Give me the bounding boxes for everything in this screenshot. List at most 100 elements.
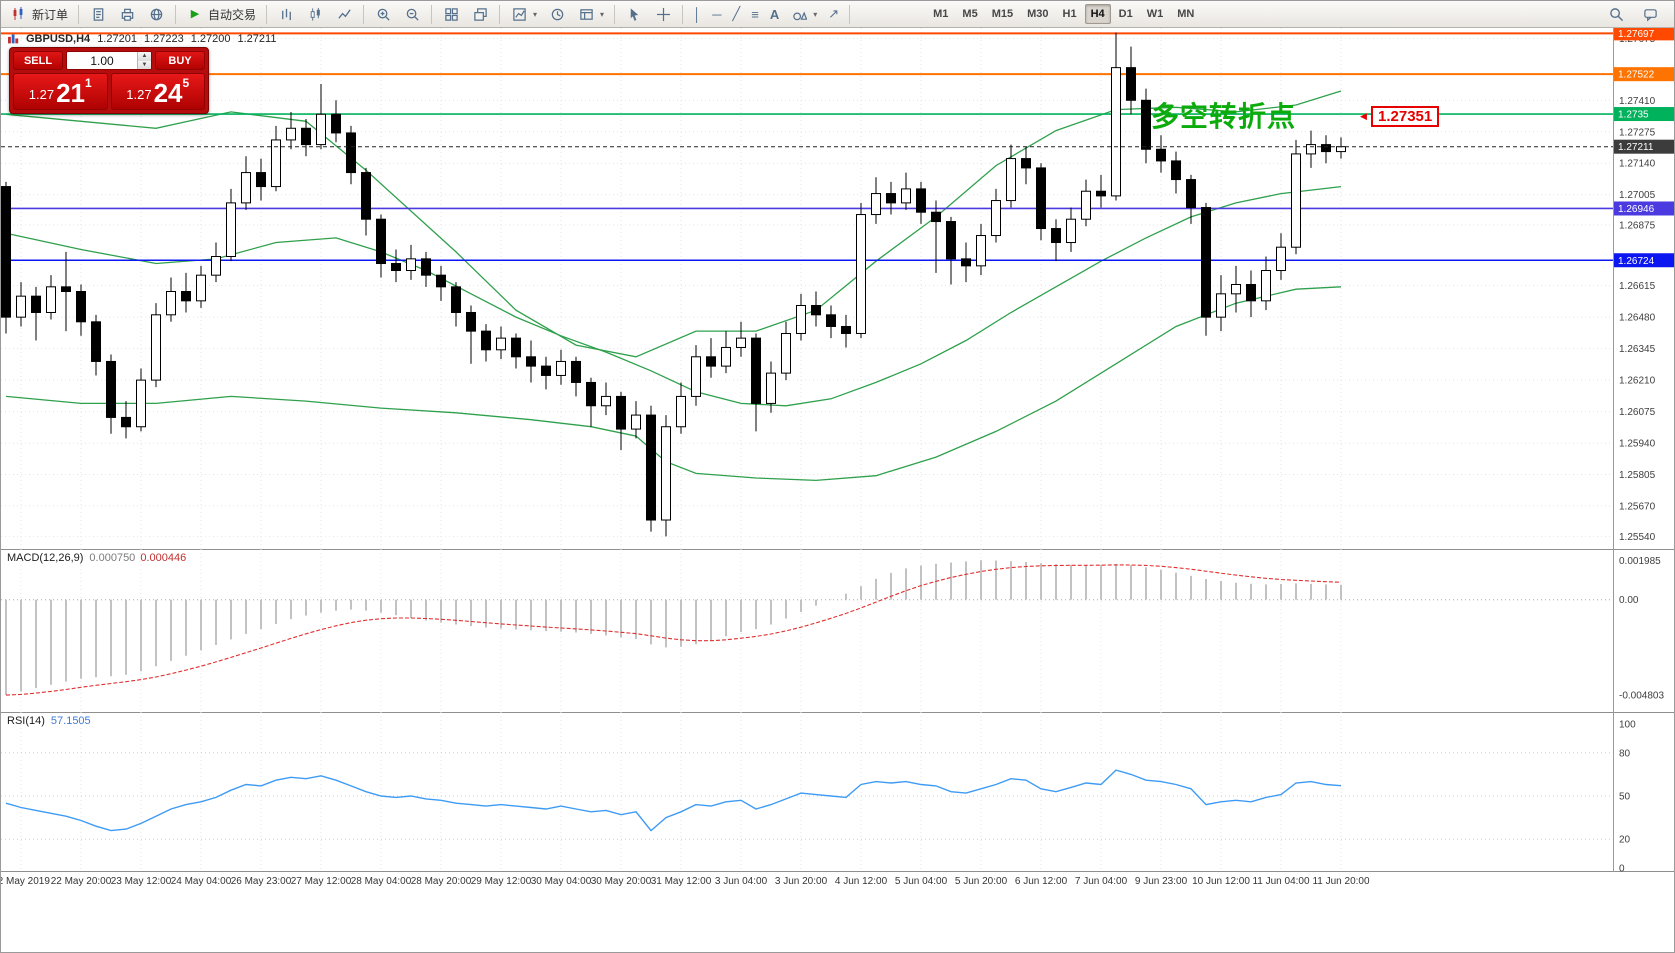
- svg-text:1.27275: 1.27275: [1619, 127, 1656, 138]
- candlestick-chart-button[interactable]: [301, 3, 329, 25]
- new-order-button[interactable]: 新订单: [5, 3, 73, 25]
- sell-price-sup: 1: [85, 76, 92, 90]
- vertical-line-tool-button[interactable]: │: [688, 3, 706, 25]
- chat-button[interactable]: [1636, 3, 1664, 25]
- timeframe-h4[interactable]: H4: [1084, 4, 1111, 24]
- macd-indicator-label: MACD(12,26,9) 0.000750 0.000446: [7, 552, 186, 564]
- time-label: 24 May 04:00: [170, 876, 232, 887]
- text-tool-button[interactable]: A: [765, 3, 784, 25]
- volume-stepper: ▲ ▼: [137, 52, 151, 69]
- cascade-windows-button[interactable]: [466, 3, 494, 25]
- svg-text:1.26210: 1.26210: [1619, 376, 1656, 387]
- line-chart-icon: [335, 5, 353, 23]
- svg-text:1.26946: 1.26946: [1618, 204, 1655, 215]
- volume-input[interactable]: 1.00: [90, 53, 114, 68]
- volume-up-button[interactable]: ▲: [138, 52, 151, 61]
- time-label: 7 Jun 04:00: [1074, 876, 1128, 887]
- print-button[interactable]: [113, 3, 141, 25]
- timeframe-m30[interactable]: M30: [1027, 8, 1049, 20]
- timeframe-m5[interactable]: M5: [962, 8, 978, 20]
- sell-price-button[interactable]: 1.27 21 1: [13, 73, 108, 110]
- volume-down-button[interactable]: ▼: [138, 60, 151, 69]
- timeframe-mn[interactable]: MN: [1177, 8, 1195, 20]
- quote-open: 1.27201: [97, 32, 137, 45]
- one-click-trading-panel: SELL 1.00 ▲ ▼ BUY 1.27 21 1 1.27: [9, 47, 209, 114]
- main-price-pane[interactable]: 1.276751.274101.272751.271401.270051.268…: [1, 28, 1675, 549]
- time-label: 11 Jun 20:00: [1312, 876, 1370, 887]
- svg-text:1.27410: 1.27410: [1619, 96, 1656, 107]
- buy-price-sup: 5: [182, 76, 190, 90]
- time-label: 5 Jun 04:00: [894, 876, 948, 887]
- time-label: 6 Jun 12:00: [1014, 876, 1068, 887]
- time-label: 4 Jun 12:00: [834, 876, 888, 887]
- svg-text:1.27005: 1.27005: [1619, 190, 1656, 201]
- horizontal-line-icon: ─: [712, 6, 722, 22]
- search-button[interactable]: [1602, 3, 1630, 25]
- svg-text:100: 100: [1619, 720, 1636, 731]
- svg-text:20: 20: [1619, 835, 1631, 846]
- auto-trading-button[interactable]: ▶ 自动交易: [181, 3, 261, 25]
- price-flag-label: 1.27351: [1371, 106, 1440, 127]
- svg-text:0: 0: [1619, 864, 1625, 873]
- time-label: 30 May 20:00: [590, 876, 652, 887]
- volume-field-group: 1.00 ▲ ▼: [66, 51, 152, 70]
- toolbar-separator: [499, 4, 501, 24]
- sell-price-base: 1.27: [28, 87, 55, 102]
- svg-text:1.26724: 1.26724: [1618, 256, 1655, 267]
- svg-text:0.001985: 0.001985: [1619, 556, 1661, 567]
- svg-text:1.27522: 1.27522: [1618, 70, 1655, 81]
- time-label: 10 Jun 12:00: [1192, 876, 1250, 887]
- templates-button[interactable]: ▾: [572, 3, 609, 25]
- time-label: 28 May 04:00: [350, 876, 412, 887]
- toolbar-separator: [78, 4, 80, 24]
- svg-text:50: 50: [1619, 792, 1631, 803]
- zoom-in-button[interactable]: [369, 3, 397, 25]
- buy-price-big: 24: [153, 78, 183, 108]
- tile-windows-button[interactable]: [437, 3, 465, 25]
- time-label: 22 May 20:00: [50, 876, 112, 887]
- crosshair-tool-button[interactable]: [649, 3, 677, 25]
- timeframe-d1[interactable]: D1: [1118, 8, 1133, 20]
- time-label: 3 Jun 04:00: [714, 876, 768, 887]
- new-chart-icon: [510, 5, 528, 23]
- buy-small-button[interactable]: BUY: [155, 51, 205, 70]
- svg-text:1.27697: 1.27697: [1618, 29, 1655, 40]
- svg-text:0.00: 0.00: [1619, 595, 1639, 606]
- shapes-tool-button[interactable]: ▾: [785, 3, 822, 25]
- time-label: 5 Jun 20:00: [954, 876, 1008, 887]
- timeframe-m15[interactable]: M15: [991, 8, 1014, 20]
- arrow-tool-button[interactable]: ↗: [823, 3, 844, 25]
- buy-price-button[interactable]: 1.27 24 5: [110, 73, 205, 110]
- price-flag-pointer: ◀: [1360, 111, 1367, 121]
- macd-pane[interactable]: 0.001985 0.00 -0.004803: [1, 549, 1675, 712]
- shapes-icon: [790, 5, 808, 23]
- zoom-out-button[interactable]: [398, 3, 426, 25]
- globe-icon: [147, 5, 165, 23]
- timeframe-m1[interactable]: M1: [933, 8, 949, 20]
- cursor-icon: [625, 5, 643, 23]
- horizontal-line-tool-button[interactable]: ─: [707, 3, 726, 25]
- document-button[interactable]: [84, 3, 112, 25]
- turning-point-annotation: 多空转折点: [1151, 101, 1297, 132]
- chart-region: 1.276751.274101.272751.271401.270051.268…: [1, 28, 1675, 952]
- timeframe-w1[interactable]: W1: [1146, 8, 1164, 20]
- timeframe-h1[interactable]: H1: [1062, 8, 1077, 20]
- fibonacci-tool-button[interactable]: ≡: [746, 3, 764, 25]
- svg-text:1.26345: 1.26345: [1619, 344, 1656, 355]
- svg-text:-0.004803: -0.004803: [1619, 691, 1664, 702]
- trendline-tool-button[interactable]: ╱: [727, 3, 745, 25]
- sell-small-button[interactable]: SELL: [13, 51, 63, 70]
- new-chart-button[interactable]: ▾: [505, 3, 542, 25]
- cursor-tool-button[interactable]: [620, 3, 648, 25]
- dropdown-caret-icon: ▾: [813, 9, 818, 19]
- period-clock-button[interactable]: [543, 3, 571, 25]
- bar-chart-button[interactable]: [272, 3, 300, 25]
- svg-text:1.26075: 1.26075: [1619, 407, 1656, 418]
- line-chart-button[interactable]: [330, 3, 358, 25]
- rsi-pane[interactable]: 100 80 50 20 0: [1, 712, 1675, 872]
- help-button[interactable]: [142, 3, 170, 25]
- rsi-name: RSI(14): [7, 715, 45, 727]
- time-label: 3 Jun 20:00: [774, 876, 828, 887]
